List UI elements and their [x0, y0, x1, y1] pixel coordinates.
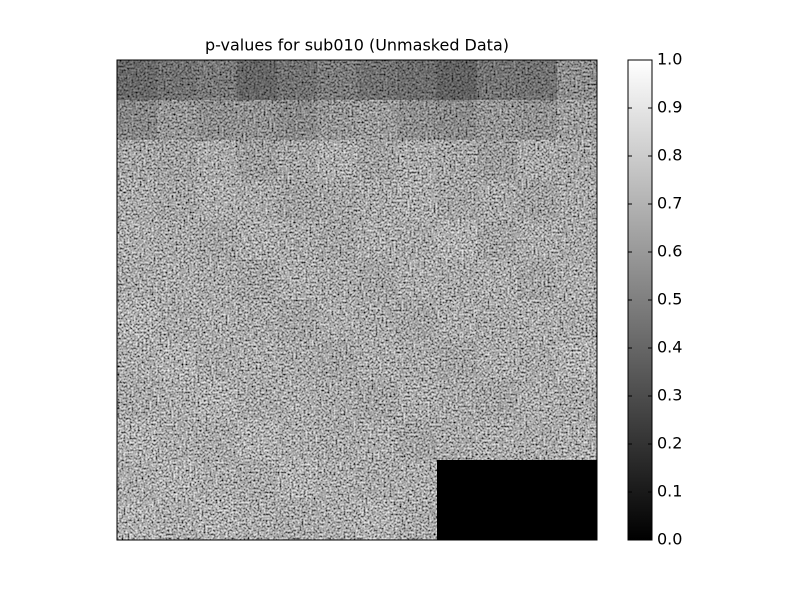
colorbar-tick-label: 0.4 [657, 338, 682, 357]
colorbar-tick-label: 0.5 [657, 290, 682, 309]
colorbar-tick-label: 0.6 [657, 242, 682, 261]
colorbar-tick-label: 1.0 [657, 50, 682, 69]
colorbar-tick-label: 0.2 [657, 434, 682, 453]
colorbar-tick-label: 0.7 [657, 194, 682, 213]
colorbar-tick-label: 0.0 [657, 530, 682, 549]
colorbar-tick-label: 0.9 [657, 98, 682, 117]
colorbar-tick-label: 0.8 [657, 146, 682, 165]
noise-texture [117, 60, 597, 540]
plot-frame [116, 59, 598, 541]
colorbar-tick-label: 0.3 [657, 386, 682, 405]
colorbar-tick-label: 0.1 [657, 482, 682, 501]
chart-title: p-values for sub010 (Unmasked Data) [205, 36, 509, 55]
